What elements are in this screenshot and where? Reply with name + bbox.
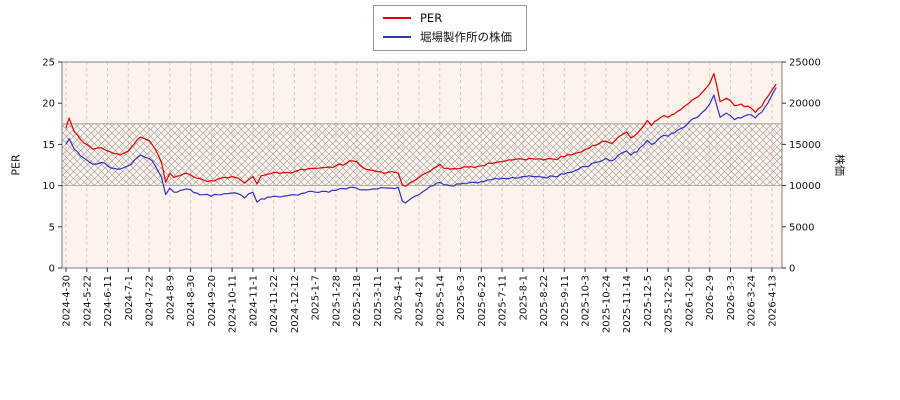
y-tick-label-left: 10 [42, 181, 55, 192]
x-tick-label: 2025-6-23 [477, 275, 488, 327]
y-tick-label-right: 25000 [789, 58, 821, 69]
x-tick-label: 2025-8-1 [518, 275, 529, 320]
y-tick-label-right: 5000 [789, 222, 814, 233]
stock-price-line-swatch [383, 36, 411, 38]
per-line-swatch [383, 17, 411, 19]
x-tick-label: 2025-3-11 [373, 275, 384, 327]
x-tick-label: 2025-1-7 [311, 275, 322, 320]
x-tick-label: 2024-7-22 [145, 275, 156, 327]
y-tick-label-left: 0 [49, 264, 55, 275]
y-tick-label-left: 15 [42, 140, 55, 151]
y-tick-label-right: 10000 [789, 181, 821, 192]
x-tick-label: 2025-6-3 [456, 275, 467, 320]
x-tick-label: 2025-12-5 [643, 275, 654, 327]
y-tick-label-right: 20000 [789, 99, 821, 110]
legend-item-stock-price: 堀場製作所の株価 [383, 29, 512, 45]
x-tick-label: 2025-12-25 [664, 275, 675, 333]
x-tick-label: 2024-6-11 [103, 275, 114, 327]
x-tick-label: 2024-7-1 [124, 275, 135, 320]
x-tick-label: 2026-2-9 [705, 275, 716, 320]
x-tick-label: 2024-9-20 [207, 275, 218, 327]
x-tick-label: 2024-11-22 [269, 275, 280, 333]
y-tick-label-right: 0 [789, 264, 795, 275]
legend-label-stock-price: 堀場製作所の株価 [420, 30, 512, 44]
x-tick-label: 2025-1-28 [331, 275, 342, 327]
x-tick-label: 2024-8-30 [186, 275, 197, 327]
x-tick-label: 2024-8-9 [165, 275, 176, 320]
stock-price-line [65, 87, 777, 204]
x-tick-label: 2024-12-12 [290, 275, 301, 333]
x-tick-label: 2025-11-14 [622, 275, 633, 333]
x-tick-label: 2025-5-14 [435, 275, 446, 327]
legend-label-per: PER [420, 11, 443, 25]
x-tick-label: 2024-10-11 [228, 275, 239, 333]
x-tick-label: 2025-10-3 [581, 275, 592, 327]
x-tick-label: 2025-8-22 [539, 275, 550, 327]
x-tick-label: 2024-4-30 [62, 275, 73, 327]
x-tick-label: 2025-9-11 [560, 275, 571, 327]
x-tick-label: 2026-4-13 [768, 275, 779, 327]
x-tick-label: 2025-4-1 [394, 275, 405, 320]
x-tick-label: 2025-10-24 [601, 275, 612, 333]
plot-border [61, 61, 783, 269]
y-tick-label-left: 5 [49, 222, 55, 233]
x-tick-label: 2026-3-3 [726, 275, 737, 320]
x-tick-label: 2025-2-18 [352, 275, 363, 327]
x-tick-label: 2026-3-24 [747, 275, 758, 327]
x-tick-label: 2024-5-22 [82, 275, 93, 327]
y-tick-label-right: 15000 [789, 140, 821, 151]
x-tick-label: 2025-7-11 [498, 275, 509, 327]
per-line [65, 72, 777, 187]
legend-item-per: PER [383, 11, 512, 25]
x-tick-label: 2024-11-1 [248, 275, 259, 327]
y-tick-label-left: 25 [42, 58, 55, 69]
y-tick-label-left: 20 [42, 99, 55, 110]
x-tick-label: 2026-1-20 [684, 275, 695, 327]
x-tick-label: 2025-4-21 [415, 275, 426, 327]
legend: PER 堀場製作所の株価 [373, 5, 527, 51]
